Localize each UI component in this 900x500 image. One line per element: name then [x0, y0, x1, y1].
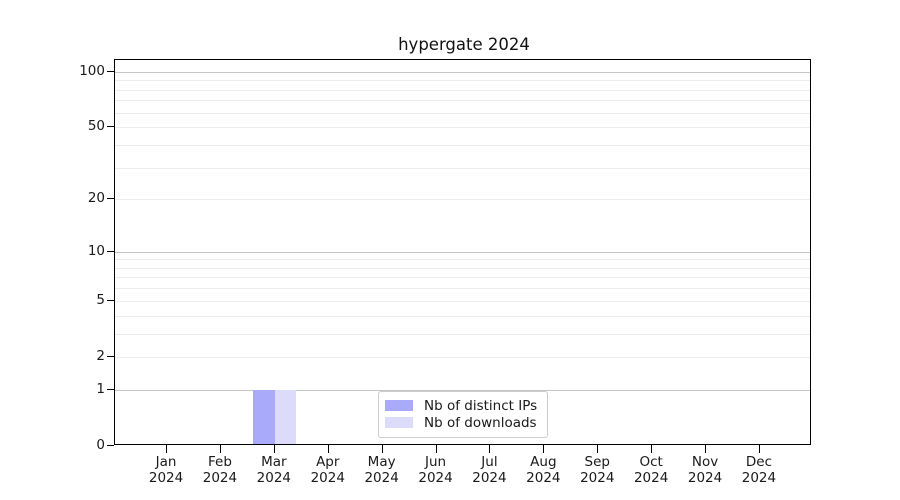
minor-gridline — [115, 199, 810, 201]
y-tick-mark — [107, 70, 114, 72]
x-tick-mark — [489, 445, 491, 453]
minor-gridline — [115, 356, 810, 358]
x-tick-mark — [327, 445, 329, 453]
x-tick-label: Jul 2024 — [472, 454, 507, 486]
y-tick-mark — [107, 250, 114, 252]
x-tick-label: Nov 2024 — [687, 454, 723, 486]
y-tick-label: 0 — [96, 437, 105, 453]
minor-gridline — [115, 112, 810, 114]
x-tick-mark — [219, 445, 221, 453]
x-tick-label: Sep 2024 — [580, 454, 615, 486]
x-tick-mark — [705, 445, 707, 453]
minor-gridline — [115, 80, 810, 82]
legend-item-distinct-ips: Nb of distinct IPs — [385, 397, 539, 414]
x-tick-mark — [381, 445, 383, 453]
minor-gridline — [115, 167, 810, 169]
y-tick-mark — [107, 388, 114, 390]
bar-nb-of-distinct-ips — [253, 389, 275, 444]
x-tick-mark — [543, 445, 545, 453]
x-tick-mark — [166, 445, 168, 453]
minor-gridline — [115, 267, 810, 269]
y-tick-label: 5 — [96, 291, 105, 308]
major-gridline — [115, 389, 810, 391]
y-tick-label: 2 — [96, 347, 105, 364]
x-tick-mark — [597, 445, 599, 453]
y-tick-label: 1 — [96, 380, 105, 397]
minor-gridline — [115, 127, 810, 129]
plot-area — [114, 59, 811, 445]
x-tick-label: Apr 2024 — [310, 454, 345, 486]
minor-gridline — [115, 259, 810, 261]
x-tick-mark — [758, 445, 760, 453]
minor-gridline — [115, 315, 810, 317]
x-tick-label: May 2024 — [364, 454, 399, 486]
y-tick-mark — [107, 299, 114, 301]
y-tick-label: 50 — [87, 118, 105, 135]
x-tick-label: Jan 2024 — [148, 454, 184, 486]
x-tick-mark — [273, 445, 275, 453]
legend-label: Nb of distinct IPs — [424, 397, 538, 414]
minor-gridline — [115, 300, 810, 302]
distinct-ips-swatch — [385, 400, 413, 411]
x-tick-label: Oct 2024 — [633, 454, 669, 486]
x-tick-mark — [651, 445, 653, 453]
y-tick-label: 10 — [87, 242, 105, 259]
x-tick-mark — [435, 445, 437, 453]
legend-label: Nb of downloads — [424, 414, 537, 431]
minor-gridline — [115, 100, 810, 102]
x-tick-label: Aug 2024 — [526, 454, 561, 486]
downloads-swatch — [385, 417, 413, 428]
minor-gridline — [115, 144, 810, 146]
minor-gridline — [115, 333, 810, 335]
y-tick-label: 100 — [79, 62, 105, 79]
y-tick-mark — [107, 198, 114, 200]
y-tick-mark — [107, 355, 114, 357]
legend-item-downloads: Nb of downloads — [385, 414, 539, 431]
x-tick-label: Mar 2024 — [256, 454, 292, 486]
chart-title: hypergate 2024 — [398, 35, 530, 54]
y-tick-mark — [107, 126, 114, 128]
major-gridline — [115, 251, 810, 253]
y-tick-mark — [107, 445, 114, 446]
x-tick-label: Jun 2024 — [418, 454, 453, 486]
y-tick-label: 20 — [87, 190, 105, 207]
minor-gridline — [115, 277, 810, 279]
legend: Nb of distinct IPs Nb of downloads — [378, 391, 548, 438]
minor-gridline — [115, 288, 810, 290]
major-gridline — [115, 71, 810, 73]
bar-nb-of-downloads — [274, 389, 297, 444]
minor-gridline — [115, 89, 810, 91]
x-tick-label: Dec 2024 — [741, 454, 777, 486]
x-tick-label: Feb 2024 — [202, 454, 238, 486]
